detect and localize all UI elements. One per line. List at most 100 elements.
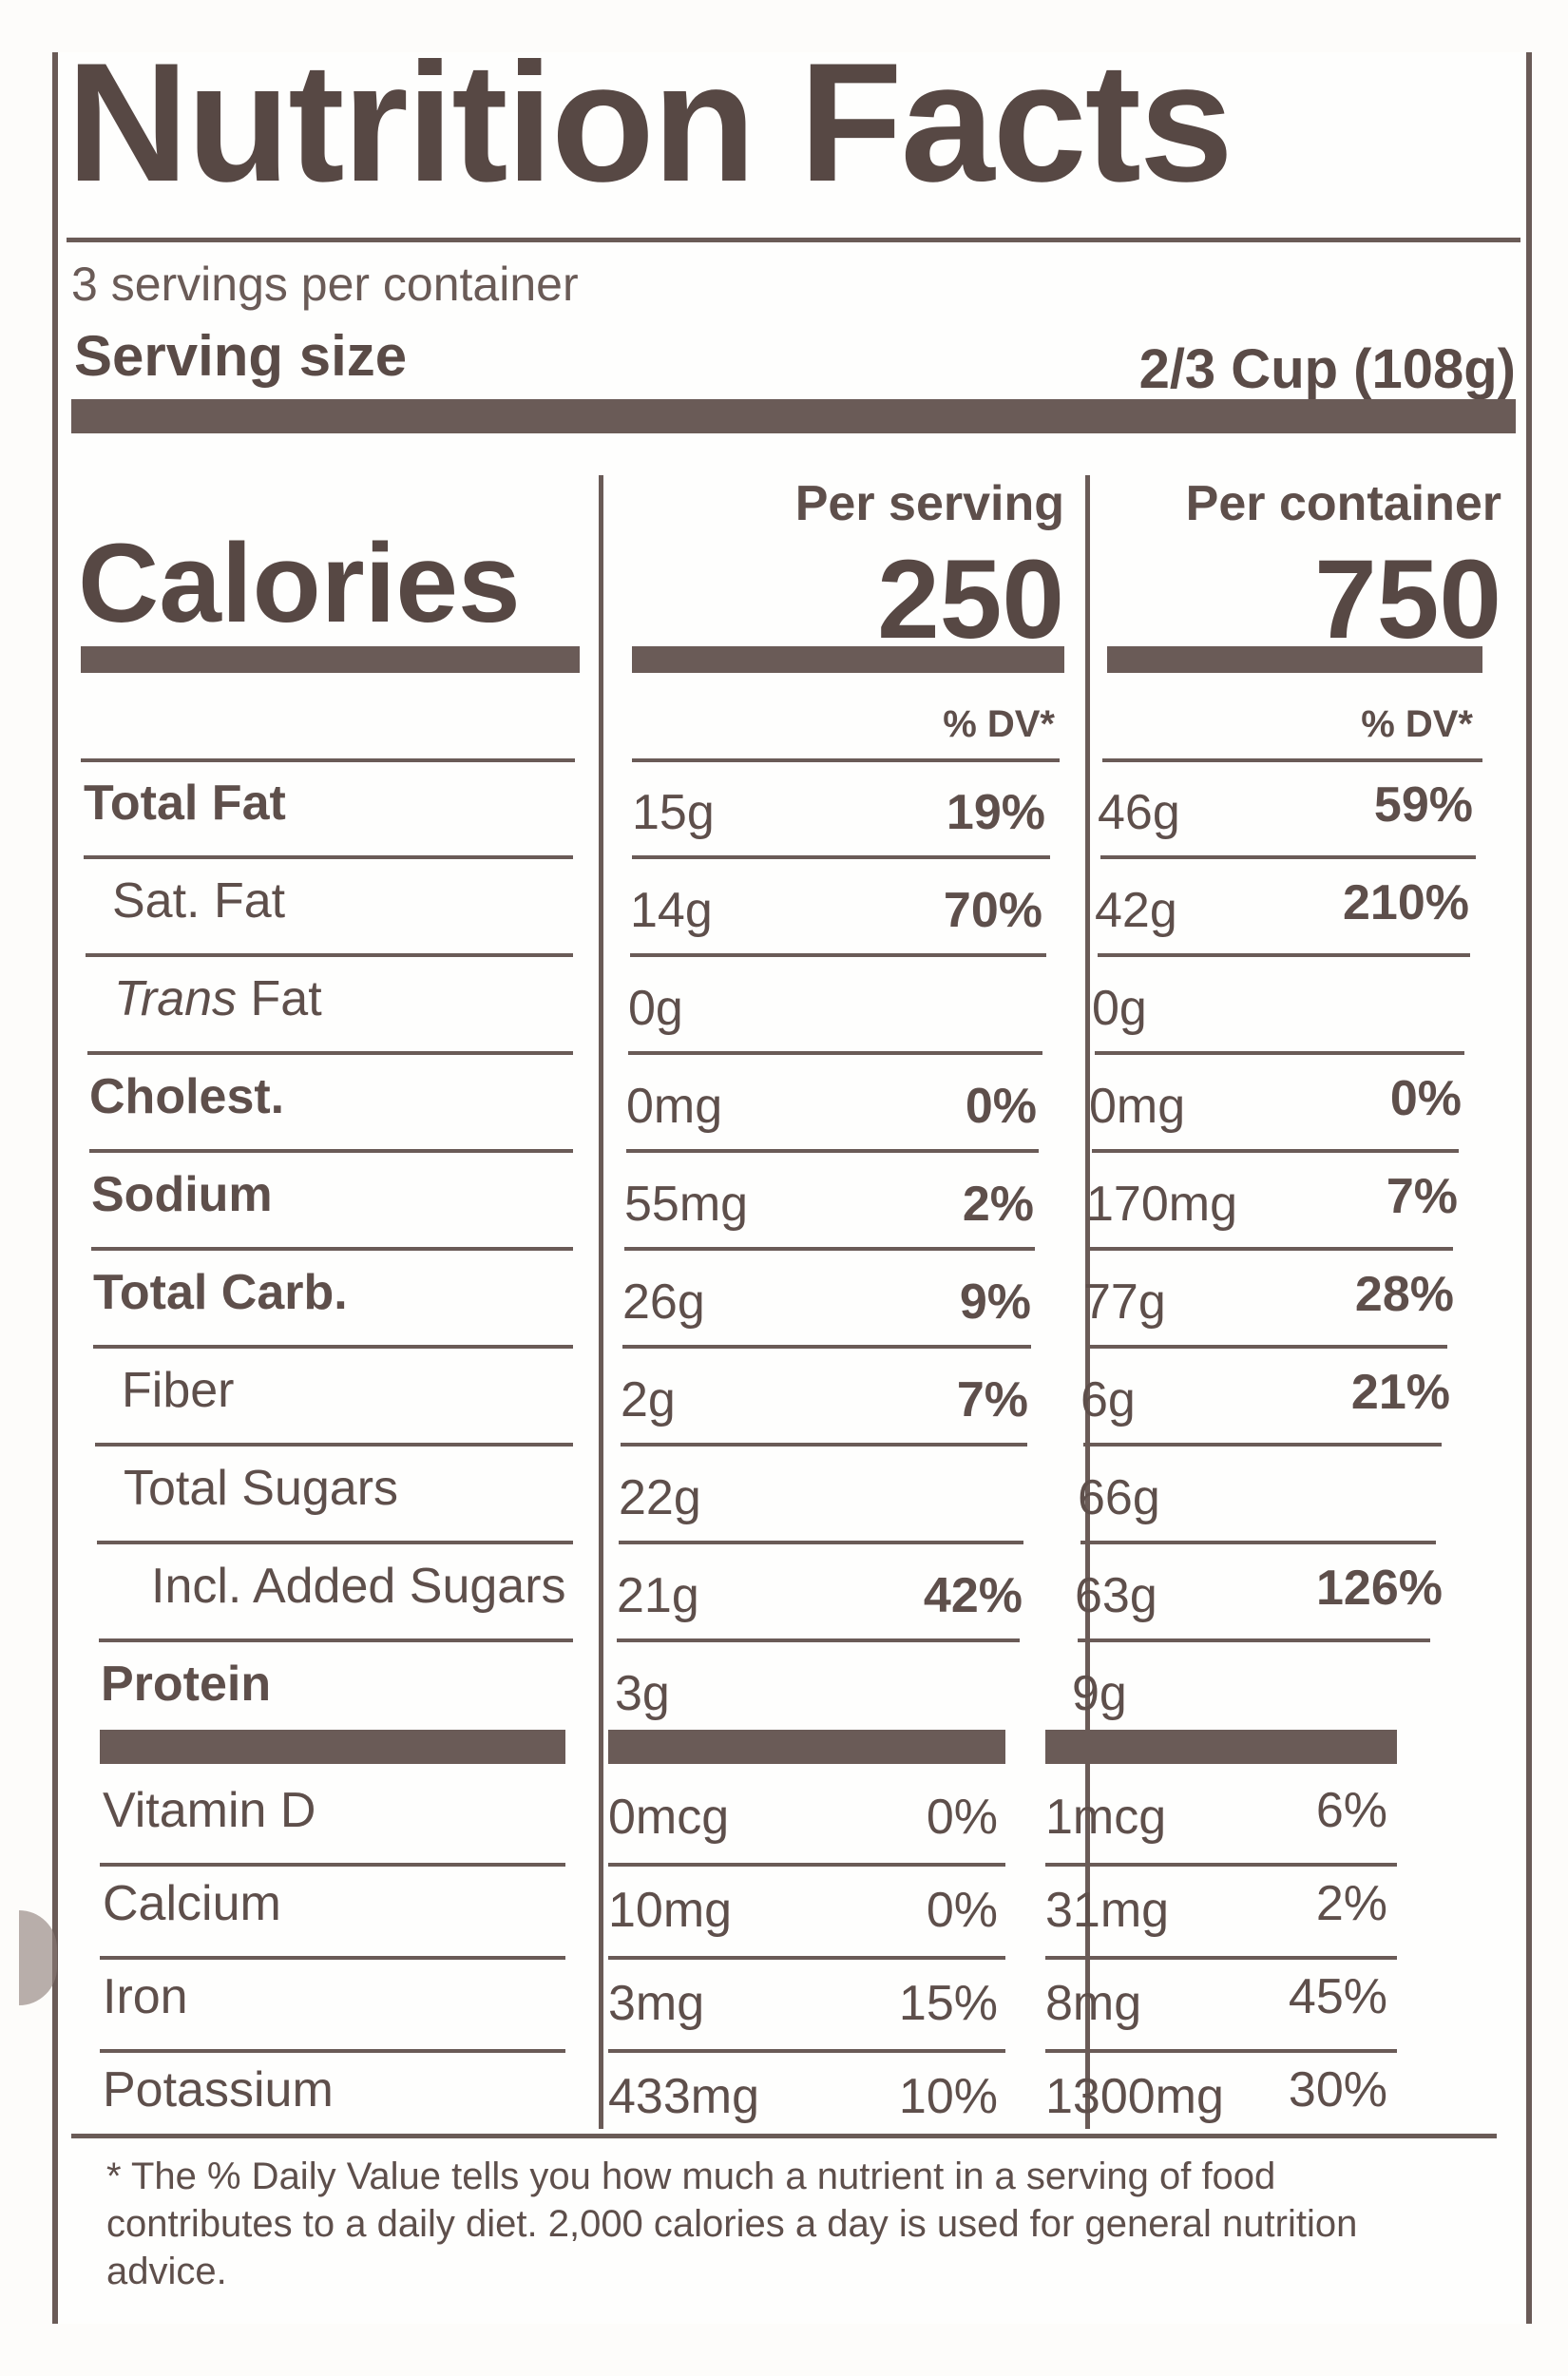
row-divider — [89, 1149, 573, 1153]
row-divider — [84, 855, 573, 859]
label-title: Nutrition Facts — [67, 28, 1233, 217]
daily-value-footnote: * The % Daily Value tells you how much a… — [106, 2156, 1358, 2292]
serving-dv: 0% — [965, 1079, 1037, 1134]
row-divider — [1092, 1149, 1459, 1153]
row-divider — [1098, 953, 1470, 957]
package-edge-mark — [19, 1910, 57, 2005]
per-container-header: Per container — [1185, 476, 1501, 531]
column-divider-1 — [599, 475, 603, 2129]
serving-size-label: Serving size — [74, 324, 408, 388]
serving-amount: 10mg — [608, 1883, 733, 1938]
title-divider — [67, 238, 1520, 242]
container-dv: 45% — [1288, 1969, 1387, 2024]
serving-amount: 2g — [621, 1372, 676, 1428]
container-dv: 7% — [1386, 1169, 1458, 1224]
serving-dv: 0% — [926, 1883, 998, 1938]
vitamins-bar-right — [1045, 1730, 1397, 1764]
row-divider — [100, 1863, 565, 1867]
serving-dv: 0% — [926, 1790, 998, 1845]
nutrient-name: Trans Fat — [114, 971, 322, 1026]
container-amount: 77g — [1083, 1274, 1166, 1330]
container-dv: 30% — [1288, 2062, 1387, 2117]
nutrient-name: Cholest. — [89, 1069, 285, 1124]
row-divider — [619, 1541, 1023, 1544]
vitamin-name: Vitamin D — [103, 1783, 316, 1838]
container-amount: 31mg — [1045, 1883, 1170, 1938]
serving-dv: 2% — [962, 1177, 1034, 1232]
nutrient-name: Fiber — [122, 1363, 235, 1418]
nutrient-name: Total Carb. — [93, 1265, 348, 1320]
serving-amount: 55mg — [624, 1177, 749, 1232]
container-dv: 210% — [1343, 875, 1469, 930]
container-amount: 46g — [1098, 785, 1180, 840]
row-divider — [608, 1956, 1005, 1960]
serving-dv: 70% — [943, 883, 1042, 938]
container-dv: 0% — [1389, 1071, 1462, 1126]
row-divider — [1089, 1247, 1453, 1251]
row-divider — [626, 1149, 1039, 1153]
nutrient-name: Total Sugars — [124, 1461, 399, 1516]
container-dv: 126% — [1316, 1561, 1443, 1616]
row-divider — [622, 1345, 1031, 1349]
container-amount: 0mg — [1089, 1079, 1186, 1134]
row-divider — [608, 1863, 1005, 1867]
container-amount: 0g — [1092, 981, 1147, 1036]
dv-header-container: % DV* — [1361, 703, 1473, 745]
row-divider — [632, 855, 1050, 859]
row-divider — [91, 1247, 573, 1251]
row-divider — [93, 1345, 573, 1349]
footnote-divider — [71, 2134, 1497, 2138]
serving-size-value: 2/3 Cup (108g) — [1138, 338, 1516, 400]
row-divider — [97, 1541, 573, 1544]
serving-dv: 9% — [959, 1274, 1031, 1330]
calories-bar-right — [1107, 646, 1482, 673]
row-divider — [87, 1051, 573, 1055]
row-divider — [628, 1051, 1042, 1055]
row-divider — [99, 1638, 573, 1642]
container-amount: 6g — [1080, 1372, 1136, 1428]
serving-amount: 15g — [632, 785, 715, 840]
serving-amount: 0mcg — [608, 1790, 730, 1845]
row-divider — [1095, 1051, 1464, 1055]
container-dv: 2% — [1315, 1876, 1387, 1931]
row-divider — [632, 758, 1060, 762]
serving-amount: 0mg — [626, 1079, 723, 1134]
row-divider — [95, 1443, 573, 1447]
container-dv: 21% — [1350, 1365, 1450, 1420]
vitamins-bar-left — [100, 1730, 565, 1764]
dv-header-serving: % DV* — [943, 703, 1055, 745]
row-divider — [1045, 2049, 1397, 2053]
calories-bar-mid — [632, 646, 1064, 673]
container-amount: 9g — [1072, 1666, 1127, 1721]
container-amount: 66g — [1078, 1470, 1160, 1525]
per-serving-calories: 250 — [877, 537, 1064, 662]
serving-dv: 19% — [946, 785, 1045, 840]
row-divider — [1086, 1345, 1447, 1349]
row-divider — [86, 953, 573, 957]
row-divider — [1100, 855, 1476, 859]
row-divider — [1045, 1956, 1397, 1960]
per-serving-header: Per serving — [794, 476, 1064, 531]
container-amount: 42g — [1095, 883, 1177, 938]
container-amount: 63g — [1075, 1568, 1157, 1623]
serving-amount: 3g — [615, 1666, 670, 1721]
nutrient-name: Sat. Fat — [112, 873, 286, 929]
container-amount: 170mg — [1086, 1177, 1237, 1232]
row-divider — [630, 953, 1046, 957]
vitamin-name: Potassium — [103, 2062, 334, 2117]
row-divider — [1045, 1863, 1397, 1867]
container-amount: 1300mg — [1045, 2069, 1224, 2124]
serving-amount: 3mg — [608, 1976, 705, 2031]
nutrient-name: Total Fat — [84, 776, 286, 831]
row-divider — [617, 1638, 1020, 1642]
row-divider — [1080, 1541, 1436, 1544]
serving-amount: 14g — [630, 883, 713, 938]
container-dv: 6% — [1315, 1783, 1387, 1838]
column-divider-2 — [1085, 475, 1090, 2129]
serving-dv: 42% — [923, 1568, 1023, 1623]
serving-amount: 433mg — [608, 2069, 759, 2124]
row-divider — [1078, 1638, 1430, 1642]
serving-thick-bar — [71, 399, 1516, 433]
nutrient-name: Sodium — [91, 1167, 273, 1222]
serving-amount: 26g — [622, 1274, 705, 1330]
